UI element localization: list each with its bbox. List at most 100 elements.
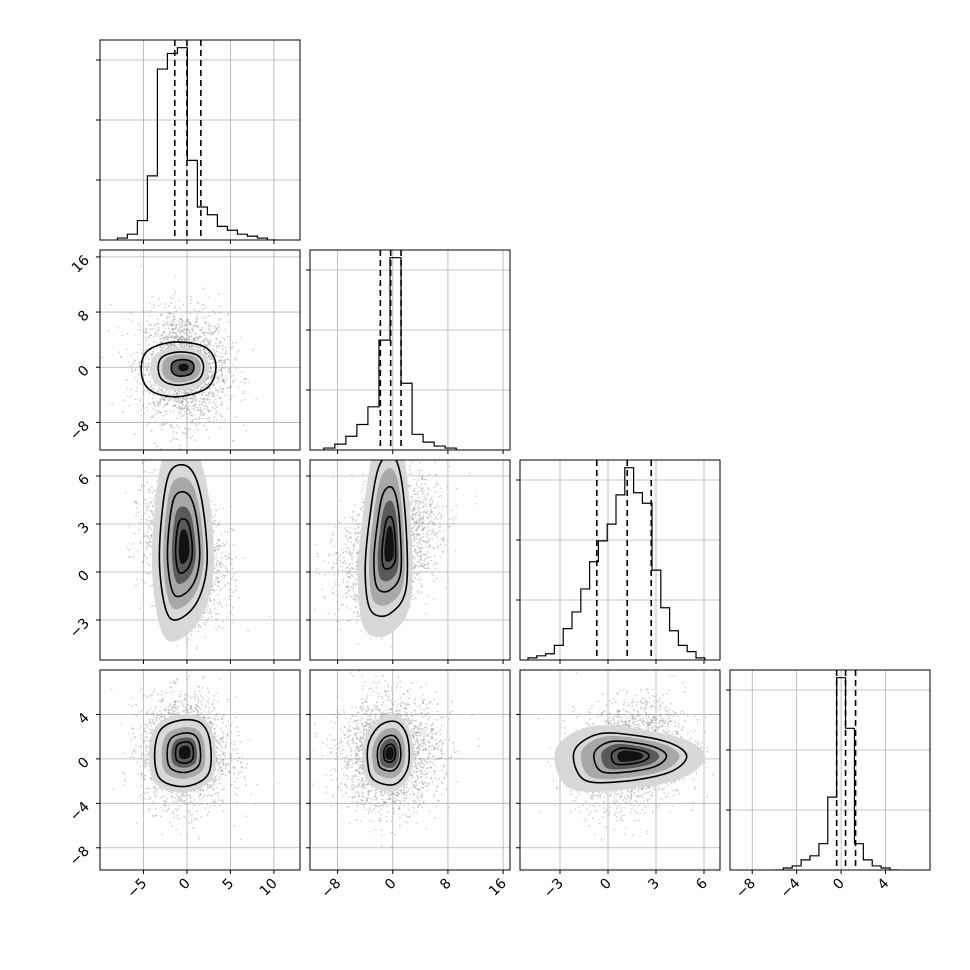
sample-point bbox=[145, 339, 148, 342]
sample-point bbox=[202, 386, 204, 389]
sample-point bbox=[195, 408, 198, 411]
sample-point bbox=[144, 470, 146, 473]
sample-point bbox=[142, 309, 144, 312]
sample-point bbox=[211, 374, 214, 377]
sample-point bbox=[174, 327, 177, 330]
sample-point bbox=[161, 389, 163, 392]
sample-point bbox=[207, 617, 210, 619]
sample-point bbox=[151, 521, 154, 523]
sample-point bbox=[218, 564, 221, 566]
sample-point bbox=[186, 432, 189, 435]
sample-point bbox=[411, 595, 414, 597]
sample-point bbox=[162, 423, 165, 425]
sample-point bbox=[180, 400, 183, 403]
sample-point bbox=[191, 441, 193, 443]
sample-point bbox=[101, 356, 104, 359]
sample-point bbox=[216, 585, 219, 587]
sample-point bbox=[211, 589, 214, 591]
sample-point bbox=[229, 368, 232, 371]
sample-point bbox=[186, 339, 189, 342]
sample-point bbox=[130, 312, 133, 315]
sample-point bbox=[191, 420, 194, 422]
sample-point bbox=[208, 416, 211, 419]
sample-point bbox=[206, 378, 209, 380]
sample-point bbox=[412, 509, 415, 512]
sample-point bbox=[347, 575, 349, 578]
sample-point bbox=[161, 428, 163, 431]
sample-point bbox=[163, 398, 166, 401]
sample-point bbox=[160, 398, 162, 401]
sample-point bbox=[213, 580, 216, 583]
sample-point bbox=[355, 562, 358, 564]
sample-point bbox=[425, 536, 428, 539]
sample-point bbox=[164, 399, 167, 401]
sample-point bbox=[213, 395, 216, 398]
sample-point bbox=[199, 625, 202, 628]
sample-point bbox=[235, 415, 238, 418]
sample-point bbox=[178, 399, 181, 402]
sample-point bbox=[143, 460, 146, 463]
sample-point bbox=[222, 362, 225, 364]
sample-point bbox=[352, 585, 355, 587]
sample-point bbox=[145, 331, 148, 334]
sample-point bbox=[142, 407, 145, 409]
sample-point bbox=[184, 392, 187, 395]
sample-point bbox=[206, 345, 209, 347]
sample-point bbox=[171, 344, 173, 346]
sample-point bbox=[205, 331, 207, 334]
sample-point bbox=[227, 386, 230, 389]
sample-point bbox=[149, 540, 152, 543]
sample-point bbox=[140, 265, 143, 268]
sample-point bbox=[204, 307, 206, 309]
sample-point bbox=[147, 335, 150, 338]
sample-point bbox=[177, 330, 179, 332]
sample-point bbox=[229, 386, 232, 389]
sample-point bbox=[177, 406, 180, 409]
sample-point bbox=[160, 389, 163, 391]
sample-point bbox=[196, 386, 199, 389]
sample-point bbox=[187, 392, 190, 394]
sample-point bbox=[190, 340, 193, 343]
sample-point bbox=[210, 599, 213, 602]
sample-point bbox=[208, 392, 211, 394]
sample-point bbox=[419, 522, 422, 525]
sample-point bbox=[219, 329, 221, 331]
sample-point bbox=[224, 567, 227, 570]
sample-point bbox=[207, 351, 210, 354]
sample-point bbox=[180, 318, 183, 321]
sample-point bbox=[162, 391, 165, 393]
sample-point bbox=[143, 412, 146, 415]
sample-point bbox=[224, 360, 227, 363]
sample-point bbox=[211, 392, 213, 395]
sample-point bbox=[143, 389, 146, 392]
sample-point bbox=[151, 511, 154, 514]
sample-point bbox=[214, 325, 217, 328]
sample-point bbox=[222, 388, 225, 391]
sample-point bbox=[152, 408, 155, 411]
sample-point bbox=[229, 604, 232, 607]
sample-point bbox=[206, 340, 209, 343]
sample-point bbox=[221, 605, 223, 608]
sample-point bbox=[199, 397, 202, 400]
sample-point bbox=[218, 360, 221, 363]
sample-point bbox=[194, 396, 197, 399]
sample-point bbox=[426, 523, 429, 525]
sample-point bbox=[154, 494, 157, 497]
sample-point bbox=[165, 317, 168, 319]
sample-point bbox=[212, 584, 214, 587]
sample-point bbox=[213, 599, 216, 602]
sample-point bbox=[167, 392, 170, 395]
sample-point bbox=[126, 379, 128, 382]
sample-point bbox=[212, 310, 215, 312]
sample-point bbox=[215, 389, 218, 391]
sample-point bbox=[195, 317, 198, 320]
sample-point bbox=[215, 410, 218, 413]
sample-point bbox=[240, 336, 243, 339]
sample-point bbox=[218, 342, 221, 345]
sample-point bbox=[159, 402, 162, 405]
sample-point bbox=[416, 574, 419, 577]
sample-point bbox=[125, 395, 128, 397]
sample-point bbox=[175, 398, 178, 401]
sample-point bbox=[178, 338, 181, 340]
sample-point bbox=[212, 522, 215, 524]
